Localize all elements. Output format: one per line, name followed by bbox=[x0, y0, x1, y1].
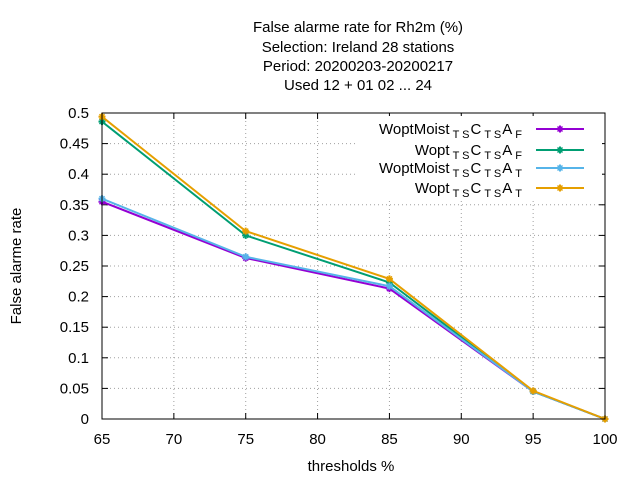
x-axis-label: thresholds % bbox=[308, 458, 395, 475]
legend-label-part: A bbox=[502, 142, 512, 159]
legend-entry-4: Wopt T SC T SA T bbox=[415, 180, 584, 200]
legend-label: WoptMoist T SC T SA T bbox=[379, 160, 522, 180]
series-3-point bbox=[385, 282, 393, 290]
legend-label-part: Wopt bbox=[415, 180, 451, 197]
y-tick-label: 0.45 bbox=[60, 136, 89, 153]
series-1-line bbox=[101, 200, 606, 420]
legend-marker bbox=[556, 184, 564, 192]
legend-label-subscript: T bbox=[515, 188, 522, 200]
legend-label: Wopt T SC T SA T bbox=[415, 180, 522, 200]
legend-label-subscript: F bbox=[515, 129, 522, 141]
title-line-1: False alarme rate for Rh2m (%) bbox=[253, 19, 463, 36]
legend-label: Wopt T SC T SA F bbox=[415, 142, 522, 162]
y-tick-label: 0.1 bbox=[68, 350, 89, 367]
legend-label-subscript: T S bbox=[453, 129, 470, 141]
legend-label-subscript: T S bbox=[484, 129, 501, 141]
legend-entry-1: WoptMoist T SC T SA F bbox=[379, 121, 584, 141]
x-tick-label: 95 bbox=[525, 431, 542, 448]
legend-label-part: A bbox=[502, 160, 512, 177]
y-tick-label: 0.2 bbox=[68, 289, 89, 306]
legend-label-part: C bbox=[470, 142, 481, 159]
legend-label-subscript: T bbox=[515, 168, 522, 180]
x-tick-label: 70 bbox=[166, 431, 183, 448]
title-line-3: Period: 20200203-20200217 bbox=[263, 58, 453, 75]
y-tick-label: 0 bbox=[81, 411, 89, 428]
y-tick-label: 0.05 bbox=[60, 380, 89, 397]
legend-label-part: C bbox=[470, 160, 481, 177]
legend-label-subscript: T S bbox=[453, 168, 470, 180]
legend-entry-3: WoptMoist T SC T SA T bbox=[379, 160, 584, 180]
y-tick-label: 0.25 bbox=[60, 258, 89, 275]
series-4-point bbox=[385, 275, 393, 283]
x-tick-label: 90 bbox=[453, 431, 470, 448]
title-line-2: Selection: Ireland 28 stations bbox=[262, 39, 455, 56]
legend-label-part: WoptMoist bbox=[379, 121, 450, 138]
x-tick-label: 65 bbox=[94, 431, 111, 448]
y-tick-label: 0.3 bbox=[68, 227, 89, 244]
axis-ticks: 0 0.05 0.1 0.15 0.2 0.25 0.3 0.35 0.4 0.45 0.5 65 70… bbox=[60, 105, 618, 448]
series-4-point bbox=[242, 227, 250, 235]
legend-label-part: A bbox=[502, 121, 512, 138]
grid-lines bbox=[102, 113, 605, 419]
legend-label-subscript: F bbox=[515, 150, 522, 162]
y-tick-label: 0.5 bbox=[68, 105, 89, 122]
chart-title: False alarme rate for Rh2m (%) Selection… bbox=[253, 19, 463, 94]
legend-label-subscript: T S bbox=[484, 168, 501, 180]
x-tick-label: 80 bbox=[309, 431, 326, 448]
series-3-point bbox=[242, 253, 250, 261]
legend-label-part: WoptMoist bbox=[379, 160, 450, 177]
legend-marker bbox=[556, 146, 564, 154]
legend-label-subscript: T S bbox=[453, 150, 470, 162]
legend-label-part: A bbox=[502, 180, 512, 197]
legend-marker bbox=[556, 125, 564, 133]
title-line-4: Used 12 + 01 02 ... 24 bbox=[284, 77, 432, 94]
legend-label-part: C bbox=[470, 121, 481, 138]
legend-label-part: Wopt bbox=[415, 142, 451, 159]
y-tick-label: 0.4 bbox=[68, 166, 89, 183]
legend-label-subscript: T S bbox=[484, 188, 501, 200]
legend-label-part: C bbox=[470, 180, 481, 197]
x-tick-label: 75 bbox=[237, 431, 254, 448]
y-axis-label: False alarme rate bbox=[8, 208, 25, 325]
legend-marker bbox=[556, 164, 564, 172]
legend-label-subscript: T S bbox=[484, 150, 501, 162]
legend-entry-2: Wopt T SC T SA F bbox=[415, 142, 584, 162]
legend-label-subscript: T S bbox=[453, 188, 470, 200]
y-tick-label: 0.15 bbox=[60, 319, 89, 336]
y-tick-label: 0.35 bbox=[60, 197, 89, 214]
series-4-point bbox=[529, 387, 537, 395]
x-tick-label: 100 bbox=[592, 431, 617, 448]
plot-frame bbox=[101, 112, 606, 420]
legend-label: WoptMoist T SC T SA F bbox=[379, 121, 522, 141]
x-tick-label: 85 bbox=[381, 431, 398, 448]
